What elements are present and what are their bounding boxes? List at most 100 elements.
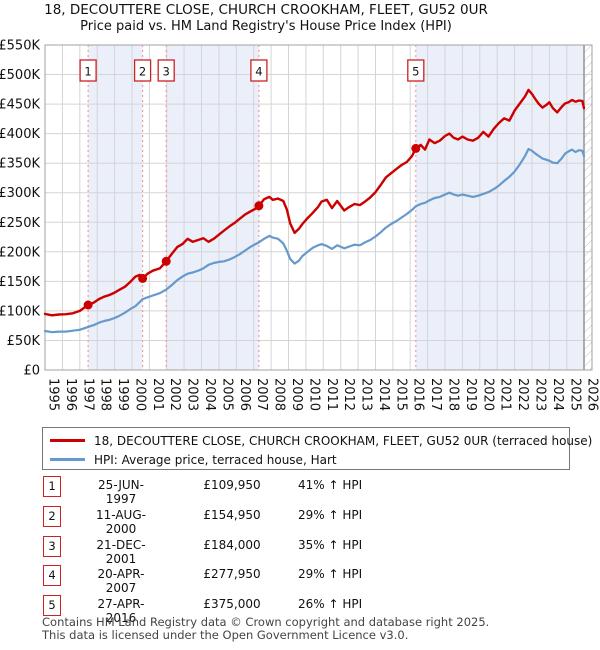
x-tick-label: 2008 — [272, 378, 287, 411]
sale-marker — [161, 256, 171, 266]
transaction-hpi-delta: 35% ↑ HPI — [298, 537, 363, 552]
sale-marker — [411, 143, 421, 153]
row-number-badge: 4 — [43, 565, 61, 587]
legend-line-swatch — [50, 458, 85, 461]
transaction-row: 4 20-APR-2007 £277,950 29% ↑ HPI — [0, 565, 600, 595]
transaction-hpi-delta: 29% ↑ HPI — [298, 567, 363, 582]
x-tick-label: 2015 — [393, 378, 408, 411]
transaction-date: 27-APR-2016 — [97, 597, 145, 626]
y-tick-label: £550K — [0, 39, 40, 54]
x-tick-label: 1999 — [115, 378, 130, 411]
x-tick-label: 2019 — [463, 378, 478, 411]
legend-label: HPI: Average price, terraced house, Hart — [94, 452, 337, 467]
x-tick-label: 2024 — [550, 378, 565, 411]
x-tick-label: 2006 — [237, 378, 252, 411]
row-number-badge: 5 — [43, 595, 61, 617]
transaction-date: 21-DEC-2001 — [96, 537, 146, 566]
y-tick-label: £400K — [0, 127, 40, 142]
sale-number-label: 2 — [139, 65, 146, 79]
x-tick-label: 2005 — [219, 378, 234, 411]
sale-marker — [254, 201, 264, 211]
x-tick-label: 2002 — [167, 378, 182, 411]
x-tick-label: 2016 — [411, 378, 426, 411]
transaction-date: 11-AUG-2000 — [96, 507, 146, 536]
sale-number-box — [250, 59, 268, 82]
y-tick-label: £300K — [0, 186, 40, 201]
x-tick-label: 2021 — [498, 378, 513, 411]
transaction-date: 25-JUN-1997 — [98, 478, 144, 506]
legend-item: HPI: Average price, terraced house, Hart — [43, 450, 337, 469]
x-tick-label: 2012 — [341, 378, 356, 411]
x-tick-label: 2003 — [185, 378, 200, 411]
x-tick-label: 1996 — [63, 378, 78, 411]
x-tick-label: 2009 — [289, 378, 304, 411]
transaction-price: £277,950 — [203, 567, 261, 582]
chart-subtitle: Price paid vs. HM Land Registry's House … — [80, 19, 452, 34]
ownership-band — [415, 45, 584, 370]
x-tick-label: 2004 — [202, 378, 217, 411]
transaction-hpi-delta: 26% ↑ HPI — [298, 597, 363, 612]
transaction-price: £109,950 — [203, 478, 261, 492]
y-tick-label: £200K — [0, 245, 40, 260]
x-tick-label: 2026 — [585, 378, 600, 411]
sale-number-label: 1 — [84, 65, 91, 79]
transaction-hpi-delta: 29% ↑ HPI — [298, 507, 363, 522]
legend-line-swatch — [50, 439, 85, 442]
x-tick-label: 2017 — [428, 378, 443, 411]
sale-number-box — [133, 59, 152, 82]
y-tick-label: £0 — [23, 364, 40, 379]
x-tick-label: 2023 — [533, 378, 548, 411]
x-tick-label: 2013 — [359, 378, 374, 411]
legend-item: 18, DECOUTTERE CLOSE, CHURCH CROOKHAM, F… — [43, 431, 592, 450]
y-tick-label: £100K — [0, 304, 40, 319]
x-tick-label: 2001 — [150, 378, 165, 411]
transaction-date: 20-APR-2007 — [97, 567, 145, 596]
x-tick-label: 2020 — [480, 378, 495, 411]
sale-number-box — [407, 59, 425, 82]
x-tick-label: 2018 — [446, 378, 461, 411]
x-tick-label: 1995 — [46, 378, 61, 411]
transaction-hpi-delta: 41% ↑ HPI — [298, 478, 363, 492]
transaction-row: 3 21-DEC-2001 £184,000 35% ↑ HPI — [0, 535, 600, 566]
footer-line-1: Contains HM Land Registry data © Crown c… — [42, 615, 490, 629]
y-tick-label: £50K — [7, 334, 41, 349]
sale-number-label: 5 — [412, 65, 419, 79]
x-tick-label: 2007 — [254, 378, 269, 411]
plot-border — [44, 44, 593, 371]
legend-label: 18, DECOUTTERE CLOSE, CHURCH CROOKHAM, F… — [94, 433, 593, 448]
x-tick-label: 2011 — [324, 378, 339, 411]
future-hatch — [584, 45, 592, 370]
y-tick-label: £450K — [0, 98, 40, 113]
sale-number-label: 3 — [163, 65, 170, 79]
x-tick-label: 1997 — [80, 378, 95, 411]
x-tick-label: 2000 — [133, 378, 148, 411]
hpi-series-line — [43, 147, 586, 334]
chart-legend: 18, DECOUTTERE CLOSE, CHURCH CROOKHAM, F… — [42, 427, 592, 470]
sale-number-box — [157, 59, 175, 82]
ownership-band — [166, 45, 259, 370]
transaction-row: 5 27-APR-2016 £375,000 26% ↑ HPI — [0, 595, 600, 625]
price-paid-series-line — [43, 88, 586, 317]
x-tick-label: 2014 — [376, 378, 391, 411]
x-tick-label: 2022 — [515, 378, 530, 411]
y-tick-label: £150K — [0, 275, 40, 290]
price-history-chart: 1 2 3 4 5 £0 £50K £100K £150K £200K £250K £300K £350… — [0, 39, 600, 412]
footer-license: Contains HM Land Registry data © Crown c… — [42, 616, 582, 641]
y-tick-label: £500K — [0, 68, 40, 83]
footer-line-2: This data is licensed under the Open Gov… — [42, 627, 409, 642]
y-tick-label: £250K — [0, 216, 40, 231]
ownership-band — [88, 45, 143, 370]
transaction-row: 1 25-JUN-1997 £109,950 41% ↑ HPI — [0, 476, 600, 506]
row-number-badge: 1 — [43, 476, 61, 497]
row-number-badge: 2 — [43, 505, 61, 527]
sale-number-label: 4 — [255, 65, 262, 79]
transaction-row: 2 11-AUG-2000 £154,950 29% ↑ HPI — [0, 505, 600, 536]
page-title: 18, DECOUTTERE CLOSE, CHURCH CROOKHAM, F… — [44, 2, 488, 18]
x-tick-label: 1998 — [98, 378, 113, 411]
transaction-price: £154,950 — [203, 507, 261, 522]
x-tick-label: 2025 — [567, 378, 582, 411]
title-block: 18, DECOUTTERE CLOSE, CHURCH CROOKHAM, F… — [0, 2, 532, 35]
transaction-price: £375,000 — [203, 597, 261, 612]
sale-marker — [83, 300, 93, 310]
sale-marker — [138, 273, 148, 283]
